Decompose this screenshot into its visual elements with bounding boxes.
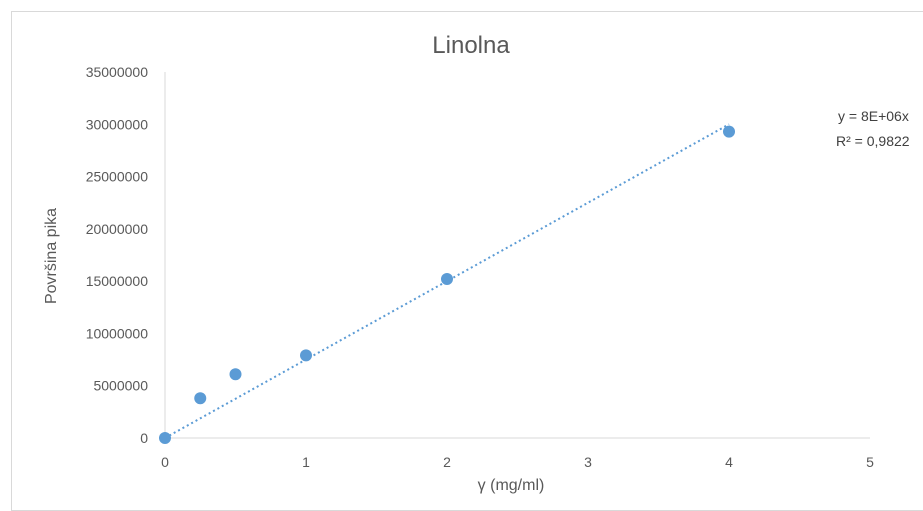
data-point [159, 432, 171, 444]
y-tick-label: 30000000 [86, 116, 149, 132]
x-tick-label: 0 [161, 454, 169, 470]
x-tick-label: 3 [584, 454, 592, 470]
x-axis-title: γ (mg/ml) [478, 477, 545, 494]
x-tick-label: 2 [443, 454, 451, 470]
y-axis-title: Površina pika [43, 208, 60, 304]
chart-title: Linolna [432, 32, 510, 59]
data-point [441, 273, 453, 286]
scatter-chart: Linolna Površina pika γ (mg/ml) 0 5000000… [43, 32, 910, 494]
chart-frame [11, 11, 923, 511]
y-tick-label: 10000000 [86, 325, 149, 341]
data-point [723, 125, 735, 138]
x-tick-labels: 0 1 2 3 4 5 [161, 454, 874, 470]
x-tick-label: 4 [725, 454, 733, 470]
data-points [159, 125, 735, 444]
y-tick-label: 5000000 [93, 378, 148, 394]
trendline-equation: y = 8E+06x [838, 108, 909, 124]
y-tick-label: 25000000 [86, 169, 149, 185]
y-tick-label: 35000000 [86, 64, 149, 80]
y-tick-labels: 0 5000000 10000000 15000000 20000000 25000000… [86, 64, 149, 446]
data-point [229, 368, 242, 381]
data-point [300, 349, 312, 362]
x-tick-label: 1 [302, 454, 310, 470]
y-tick-label: 0 [140, 430, 148, 446]
data-point [194, 392, 207, 405]
trendline-r-squared: R² = 0,9822 [836, 133, 910, 149]
y-tick-label: 15000000 [86, 273, 149, 289]
y-tick-label: 20000000 [86, 221, 149, 237]
x-tick-label: 5 [866, 454, 874, 470]
